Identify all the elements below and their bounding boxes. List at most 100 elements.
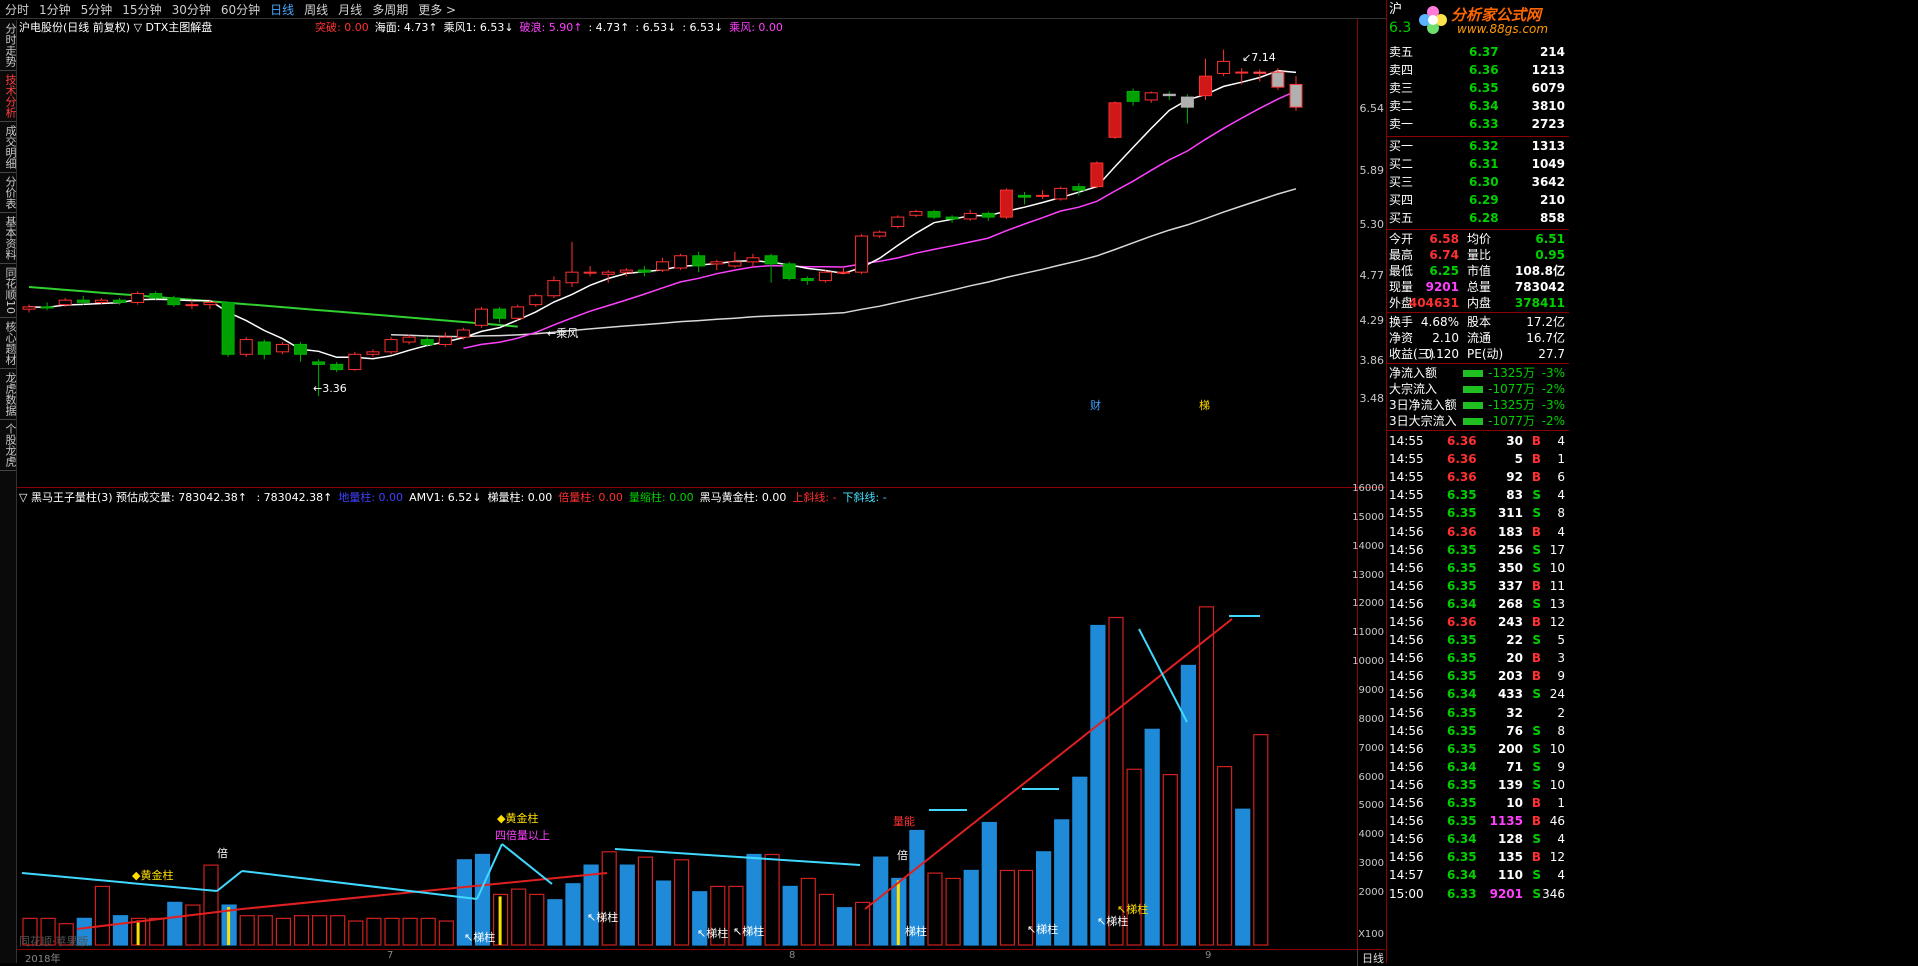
period-tab-0[interactable]: 分时 bbox=[5, 2, 30, 17]
volume-bar bbox=[1198, 606, 1215, 946]
period-tab-7[interactable]: 周线 bbox=[304, 2, 329, 17]
tick-volume: 30 bbox=[1506, 434, 1523, 448]
tick-side: S bbox=[1532, 777, 1541, 792]
left-tab-4[interactable]: 基本资料 bbox=[0, 213, 17, 264]
tick-price: 6.35 bbox=[1447, 560, 1477, 575]
tick-volume: 10 bbox=[1506, 796, 1523, 810]
tick-row: 14:55 6.35 83 S 4 bbox=[1387, 486, 1567, 504]
period-tab-5[interactable]: 60分钟 bbox=[220, 2, 261, 17]
vol-tick-1: 15000 bbox=[1352, 511, 1384, 523]
main-legend: 沪电股份(日线 前复权) ▽ DTX主图解盘 bbox=[19, 19, 218, 35]
tick-price: 6.35 bbox=[1447, 705, 1477, 720]
tick-row: 14:56 6.35 337 B 11 bbox=[1387, 577, 1567, 595]
flow-label: 3日净流入额 bbox=[1389, 398, 1457, 412]
left-tab-2[interactable]: 成交明细 bbox=[0, 122, 17, 173]
tick-side: S bbox=[1532, 687, 1541, 702]
candle bbox=[402, 334, 416, 345]
tick-price: 6.35 bbox=[1447, 578, 1477, 593]
step-column-label-6: ↖梯柱 bbox=[1027, 922, 1058, 936]
period-tab-10[interactable]: 更多 > bbox=[418, 2, 457, 17]
period-tab-9[interactable]: 多周期 bbox=[372, 2, 409, 17]
tick-count: 9 bbox=[1557, 669, 1565, 684]
left-tab-5[interactable]: 同花顺10 bbox=[0, 264, 17, 318]
period-tab-2[interactable]: 5分钟 bbox=[80, 2, 113, 17]
tick-count: 4 bbox=[1557, 488, 1565, 503]
left-side-tabs: 分时走势 技术分析 成交明细 分价表 基本资料 同花顺10 核心题材 龙虎数据 个股龙虎 bbox=[0, 20, 17, 963]
candle bbox=[1072, 183, 1086, 196]
vol-legend-item-3: 梯量柱: 0.00 bbox=[487, 491, 553, 504]
tick-price: 6.34 bbox=[1447, 759, 1477, 774]
period-tab-8[interactable]: 月线 bbox=[338, 2, 363, 17]
vol-legend-item-6: 黑马黄金柱: 0.00 bbox=[699, 491, 787, 504]
candle bbox=[855, 234, 869, 275]
candle bbox=[438, 332, 452, 347]
tick-price: 6.35 bbox=[1447, 488, 1477, 503]
left-tab-6[interactable]: 核心题材 bbox=[0, 318, 17, 369]
stat-row-3: 现量 9201 总量 783042 bbox=[1387, 279, 1567, 295]
period-tab-6[interactable]: 日线 bbox=[270, 2, 295, 17]
tick-side: B bbox=[1531, 796, 1541, 810]
tick-side: B bbox=[1531, 615, 1541, 629]
tick-count: 346 bbox=[1542, 886, 1565, 901]
tick-row: 14:56 6.35 350 S 10 bbox=[1387, 559, 1567, 577]
candle-body bbox=[58, 299, 72, 306]
ask-row-0-vol: 214 bbox=[1539, 45, 1565, 59]
candle-body bbox=[475, 308, 488, 326]
tick-volume: 76 bbox=[1506, 723, 1523, 738]
volume-chart[interactable]: ▽ 黑马王子量柱(3) 预估成交量: 783042.38↑ : 783042.3… bbox=[17, 489, 1357, 949]
flow-bar bbox=[1463, 386, 1483, 393]
candle-body bbox=[710, 261, 724, 265]
kline-chart[interactable]: 沪电股份(日线 前复权) ▽ DTX主图解盘 突破: 0.00 海面: 4.73↑… bbox=[17, 19, 1357, 487]
volume-bar bbox=[529, 893, 545, 946]
volume-bar bbox=[94, 885, 111, 946]
volume-bar bbox=[963, 869, 979, 946]
left-tab-0[interactable]: 分时走势 bbox=[0, 20, 17, 71]
panel-divider bbox=[17, 487, 1385, 488]
volume-bar bbox=[293, 915, 310, 946]
ma-short-line bbox=[28, 69, 1297, 360]
flow-row-0: 净流入额 -1325万 -3% bbox=[1387, 365, 1567, 381]
candle-body bbox=[1144, 92, 1158, 101]
volume-bar bbox=[149, 917, 165, 946]
volume-bar bbox=[1144, 728, 1160, 946]
period-tab-4[interactable]: 30分钟 bbox=[171, 2, 211, 17]
tick-count: 13 bbox=[1549, 596, 1565, 611]
volume-bar bbox=[981, 821, 997, 946]
period-tab-3[interactable]: 15分钟 bbox=[122, 2, 162, 17]
left-tab-3[interactable]: 分价表 bbox=[0, 173, 17, 213]
candle-body bbox=[1072, 186, 1086, 191]
tick-side: S bbox=[1532, 741, 1541, 756]
period-tab-1[interactable]: 1分钟 bbox=[39, 2, 71, 17]
tick-count: 4 bbox=[1557, 434, 1565, 448]
tick-row: 14:56 6.35 10 B 1 bbox=[1387, 794, 1567, 812]
candle-body bbox=[764, 255, 778, 265]
tick-time: 14:56 bbox=[1389, 578, 1424, 593]
candle bbox=[1162, 91, 1176, 100]
left-tab-1[interactable]: 技术分析 bbox=[0, 71, 17, 122]
down-slope-line-7 bbox=[1138, 628, 1188, 723]
low-label: ←3.36 bbox=[313, 382, 347, 395]
stat2-label-b: 流通 bbox=[1467, 331, 1492, 345]
candle bbox=[963, 209, 977, 221]
volume-bar bbox=[909, 829, 925, 946]
tick-volume: 139 bbox=[1497, 777, 1523, 792]
volume-bar bbox=[601, 851, 617, 946]
cai-label: 财 bbox=[1090, 398, 1101, 412]
stat-label-a: 最高 bbox=[1389, 248, 1414, 262]
left-tab-8[interactable]: 个股龙虎 bbox=[0, 420, 17, 471]
stat-label-b: 量比 bbox=[1467, 248, 1492, 262]
main-legend-item-7: 乘风: 0.00 bbox=[729, 21, 783, 34]
candle bbox=[1144, 91, 1158, 103]
volume-bar bbox=[456, 859, 472, 946]
price-tick-2: 5.30 bbox=[1359, 218, 1385, 231]
candle bbox=[873, 230, 887, 238]
ask-row-4: 卖一 6.33 2723 bbox=[1387, 116, 1567, 132]
price-tick-3: 4.77 bbox=[1359, 269, 1385, 282]
candle bbox=[710, 259, 724, 271]
period-button[interactable]: 日线 bbox=[1357, 950, 1384, 966]
candle-body bbox=[909, 211, 923, 216]
tick-row: 14:56 6.34 71 S 9 bbox=[1387, 758, 1567, 776]
tick-time: 14:56 bbox=[1389, 832, 1424, 847]
left-tab-7[interactable]: 龙虎数据 bbox=[0, 369, 17, 420]
tick-volume: 32 bbox=[1506, 705, 1523, 720]
